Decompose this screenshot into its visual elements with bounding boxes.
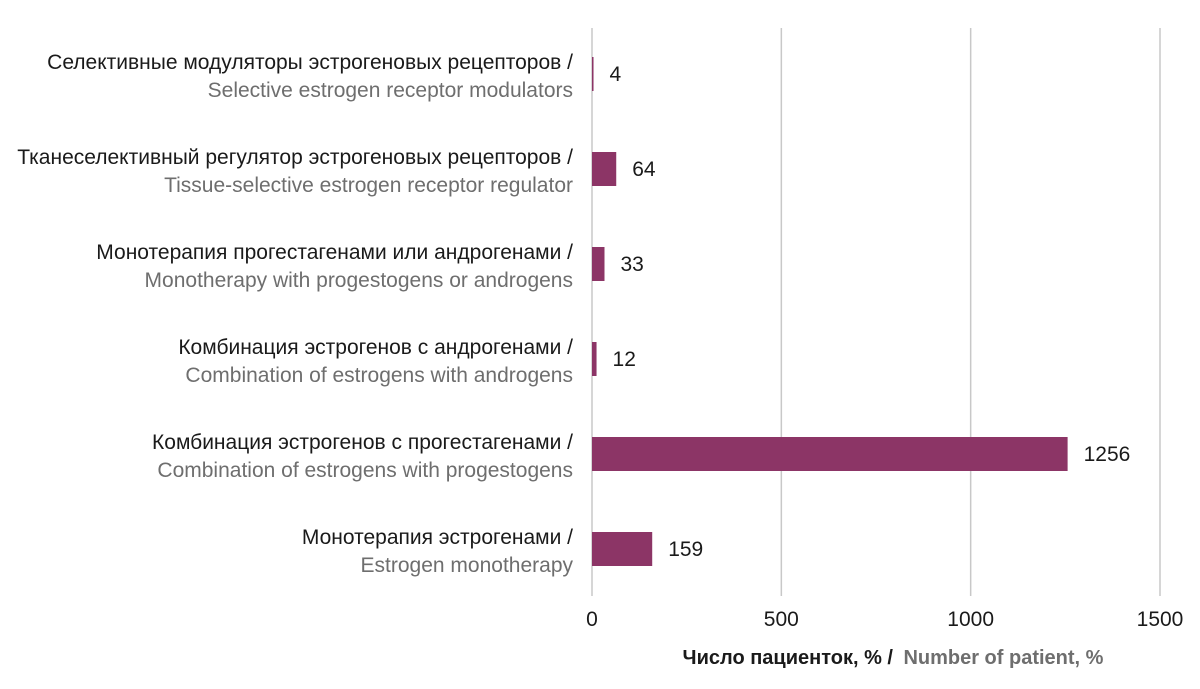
- x-axis-title-ru: Число пациенток, % /: [683, 647, 894, 669]
- category-label-ru: Комбинация эстрогенов с прогестагенами /: [152, 431, 573, 454]
- bars: [592, 57, 1068, 566]
- x-axis-ticks: 0 500 1000 1500: [586, 608, 1183, 631]
- bar: [592, 247, 605, 281]
- bar: [592, 437, 1068, 471]
- data-label: 159: [668, 538, 703, 561]
- category-label-en: Estrogen monotherapy: [361, 554, 574, 577]
- data-labels: 4 64 33 12 1256 159: [610, 63, 1131, 561]
- bar: [592, 342, 597, 376]
- x-tick-label: 500: [764, 608, 799, 631]
- data-label: 12: [613, 348, 636, 371]
- category-label-en: Tissue-selective estrogen receptor regul…: [164, 174, 573, 197]
- category-label-ru: Монотерапия прогестагенами или андрогена…: [96, 241, 573, 264]
- x-tick-label: 0: [586, 608, 598, 631]
- gridlines: [591, 28, 1161, 596]
- bar: [592, 57, 594, 91]
- x-tick-label: 1500: [1137, 608, 1184, 631]
- data-label: 1256: [1084, 443, 1131, 466]
- category-label-en: Combination of estrogens with androgens: [185, 364, 573, 387]
- category-label-ru: Комбинация эстрогенов с андрогенами /: [178, 336, 573, 359]
- category-label-ru: Монотерапия эстрогенами /: [302, 526, 573, 549]
- data-label: 33: [620, 253, 643, 276]
- category-label-en: Selective estrogen receptor modulators: [208, 79, 573, 102]
- x-tick-label: 1000: [947, 608, 994, 631]
- category-label-ru: Тканеселективный регулятор эстрогеновых …: [17, 146, 573, 169]
- x-axis-title-en: Number of patient, %: [903, 647, 1103, 669]
- category-label-ru: Селективные модуляторы эстрогеновых реце…: [47, 51, 573, 74]
- x-axis-title: Число пациенток, % / Number of patient, …: [683, 647, 1104, 669]
- data-label: 4: [610, 63, 622, 86]
- category-label-en: Combination of estrogens with progestoge…: [157, 459, 573, 482]
- category-label-en: Monotherapy with progestogens or androge…: [145, 269, 573, 292]
- bar: [592, 532, 653, 566]
- bar: [592, 152, 617, 186]
- data-label: 64: [632, 158, 656, 181]
- category-labels: Селективные модуляторы эстрогеновых реце…: [17, 51, 573, 577]
